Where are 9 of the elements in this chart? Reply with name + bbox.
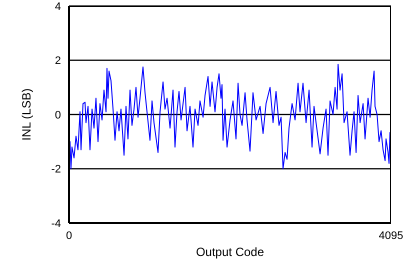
y-tick-label: -2 xyxy=(51,164,61,176)
y-axis-title: INL (LSB) xyxy=(19,88,34,141)
y-tick-label: 0 xyxy=(54,109,61,122)
y-tick-label: 2 xyxy=(54,55,61,68)
line-series xyxy=(69,64,390,170)
x-axis-title: Output Code xyxy=(196,245,264,259)
y-tick-label: 4 xyxy=(54,0,61,13)
x-tick-label: 4095 xyxy=(378,230,404,242)
y-tick-label: -4 xyxy=(51,218,61,230)
